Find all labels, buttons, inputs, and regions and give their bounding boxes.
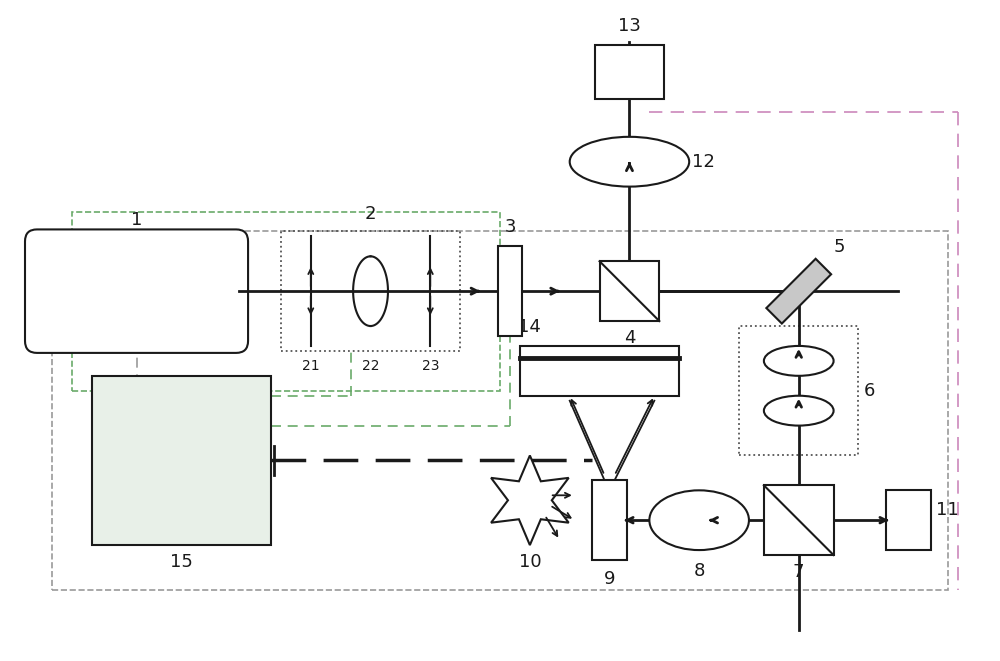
Ellipse shape — [764, 346, 834, 376]
Bar — [498, 247, 522, 336]
Text: 13: 13 — [618, 17, 641, 35]
Text: 3: 3 — [504, 218, 516, 237]
Polygon shape — [766, 258, 831, 323]
Polygon shape — [491, 455, 569, 545]
Bar — [52, 231, 948, 590]
Text: 14: 14 — [518, 318, 541, 336]
Ellipse shape — [570, 137, 689, 186]
Text: 8: 8 — [693, 562, 705, 580]
Ellipse shape — [649, 490, 749, 550]
Bar — [281, 231, 460, 351]
Bar — [92, 376, 271, 545]
Bar — [72, 212, 500, 391]
Bar — [886, 490, 931, 550]
Text: 6: 6 — [863, 382, 875, 400]
Bar — [595, 45, 664, 99]
Bar — [592, 481, 627, 560]
Text: 11: 11 — [936, 501, 958, 520]
Ellipse shape — [764, 396, 834, 426]
Text: 9: 9 — [604, 570, 615, 588]
Bar — [600, 261, 659, 321]
Text: 4: 4 — [624, 329, 635, 347]
Text: 10: 10 — [519, 553, 541, 571]
Text: 15: 15 — [170, 553, 193, 571]
Text: 5: 5 — [834, 239, 845, 256]
Text: 2: 2 — [365, 206, 376, 223]
Text: 22: 22 — [362, 359, 379, 373]
Bar — [764, 485, 834, 555]
Text: 21: 21 — [302, 359, 320, 373]
Text: 1: 1 — [131, 212, 142, 229]
Text: 23: 23 — [422, 359, 439, 373]
Bar — [520, 346, 679, 396]
Text: 7: 7 — [793, 563, 804, 581]
FancyBboxPatch shape — [25, 229, 248, 353]
Text: 12: 12 — [692, 153, 715, 171]
Bar — [739, 326, 858, 455]
